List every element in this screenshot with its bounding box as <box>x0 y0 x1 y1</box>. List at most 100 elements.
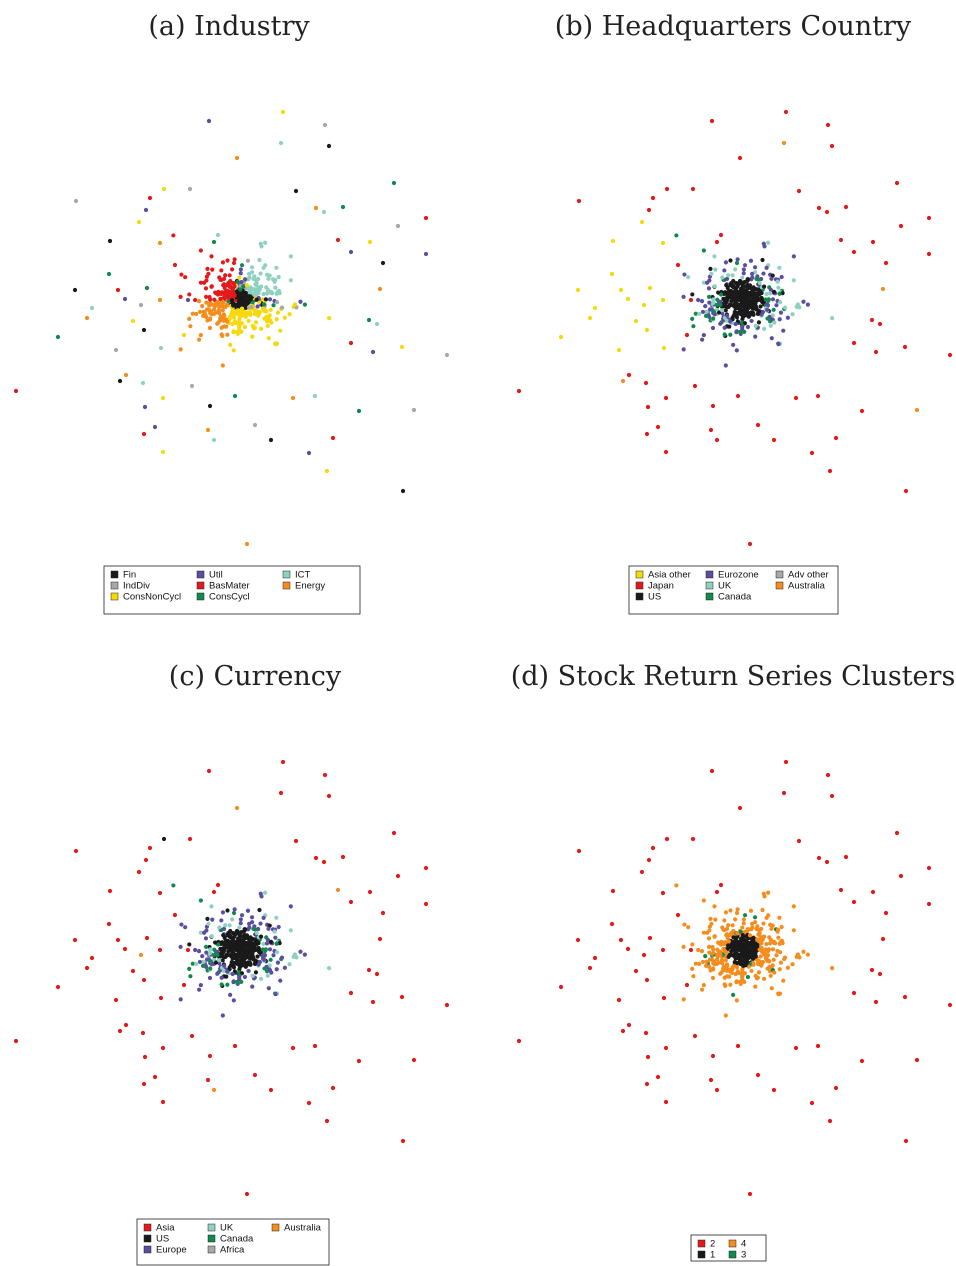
legend-label-inddiv: IndDiv <box>123 581 150 592</box>
legend-label-fin: Fin <box>123 570 136 581</box>
point <box>686 275 691 280</box>
point <box>741 267 746 272</box>
point <box>273 992 278 997</box>
point <box>618 937 624 943</box>
point <box>198 332 203 338</box>
point <box>926 251 932 257</box>
point <box>726 289 731 294</box>
point <box>13 1038 19 1044</box>
point <box>735 284 740 289</box>
point <box>775 279 780 284</box>
point <box>138 302 144 308</box>
point <box>313 855 319 861</box>
point <box>187 966 192 972</box>
point <box>816 205 822 211</box>
point <box>13 388 19 394</box>
point <box>160 1045 166 1051</box>
point <box>411 407 417 413</box>
point <box>201 309 206 314</box>
point <box>232 281 237 286</box>
point <box>616 347 622 353</box>
point <box>241 284 246 289</box>
legend-label-energy: Energy <box>295 581 325 592</box>
point <box>716 310 722 315</box>
point <box>232 907 237 912</box>
point <box>157 297 163 303</box>
point <box>764 291 769 297</box>
point <box>782 955 788 960</box>
point <box>714 889 720 895</box>
point <box>754 276 759 282</box>
legend-label-australia: Australia <box>284 1223 322 1234</box>
point <box>707 957 713 962</box>
point <box>203 286 209 291</box>
legend-swatch-uk <box>705 581 714 590</box>
point <box>880 286 886 292</box>
point <box>746 277 751 282</box>
point <box>718 302 723 307</box>
point <box>681 347 686 352</box>
point <box>815 1043 821 1049</box>
point <box>725 313 730 318</box>
point <box>777 265 782 270</box>
point <box>141 977 147 983</box>
title-headquarters-country: (b) Headquarters Country <box>555 11 912 42</box>
point <box>224 302 229 307</box>
point <box>633 318 639 324</box>
point <box>713 267 718 272</box>
point <box>265 323 270 328</box>
point <box>883 260 889 266</box>
point <box>718 971 723 976</box>
point <box>726 939 731 944</box>
point <box>217 925 222 930</box>
point <box>312 393 318 399</box>
point <box>246 968 251 974</box>
point <box>734 329 739 334</box>
point <box>777 941 782 946</box>
point <box>326 143 332 149</box>
point <box>219 975 224 980</box>
point <box>660 890 666 896</box>
point <box>246 318 251 324</box>
point <box>221 933 226 938</box>
point <box>253 970 259 975</box>
point <box>663 1045 669 1051</box>
legend-swatch-consnoncycl <box>110 592 119 601</box>
point <box>252 942 257 947</box>
point <box>198 280 203 285</box>
legend-label-asia: Asia <box>156 1223 175 1234</box>
point <box>263 890 268 895</box>
point <box>261 291 266 297</box>
point <box>290 395 296 401</box>
point <box>211 889 217 895</box>
legend-swatch-japan <box>635 581 644 590</box>
point <box>251 926 256 932</box>
point <box>926 901 932 907</box>
point <box>726 923 731 928</box>
point <box>747 541 753 547</box>
point <box>690 966 695 972</box>
point <box>827 1118 833 1124</box>
point <box>258 891 263 896</box>
point <box>749 277 754 282</box>
point <box>259 326 264 331</box>
point <box>89 305 95 311</box>
point <box>232 943 237 948</box>
point <box>216 308 222 313</box>
point <box>203 294 209 299</box>
point <box>644 431 650 437</box>
point <box>650 845 656 851</box>
legend-swatch-canada <box>705 592 714 601</box>
point <box>641 302 647 308</box>
point <box>843 854 849 860</box>
point <box>326 966 332 971</box>
point <box>738 311 743 316</box>
point <box>211 239 217 245</box>
point <box>190 311 195 316</box>
point <box>197 309 203 315</box>
point <box>206 921 211 926</box>
point <box>244 933 250 938</box>
point <box>730 923 735 928</box>
point <box>675 262 681 268</box>
point <box>772 970 777 975</box>
